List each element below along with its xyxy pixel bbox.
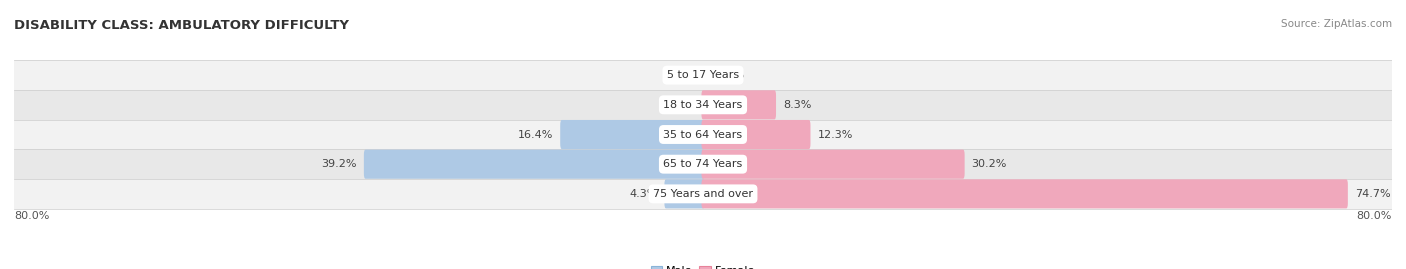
Text: 80.0%: 80.0% <box>14 211 49 221</box>
Text: 35 to 64 Years: 35 to 64 Years <box>664 129 742 140</box>
Text: DISABILITY CLASS: AMBULATORY DIFFICULTY: DISABILITY CLASS: AMBULATORY DIFFICULTY <box>14 19 349 32</box>
Bar <box>14 60 1392 90</box>
Text: 65 to 74 Years: 65 to 74 Years <box>664 159 742 169</box>
Text: 5 to 17 Years: 5 to 17 Years <box>666 70 740 80</box>
Text: 12.3%: 12.3% <box>817 129 853 140</box>
Text: 39.2%: 39.2% <box>322 159 357 169</box>
FancyBboxPatch shape <box>702 179 1348 208</box>
Text: 16.4%: 16.4% <box>517 129 553 140</box>
Text: Source: ZipAtlas.com: Source: ZipAtlas.com <box>1281 19 1392 29</box>
FancyBboxPatch shape <box>364 150 704 179</box>
Bar <box>14 179 1392 209</box>
Bar <box>14 149 1392 179</box>
Text: 30.2%: 30.2% <box>972 159 1007 169</box>
Text: 75 Years and over: 75 Years and over <box>652 189 754 199</box>
FancyBboxPatch shape <box>665 179 704 208</box>
Bar <box>14 120 1392 149</box>
Text: 0.0%: 0.0% <box>716 70 744 80</box>
Text: 0.0%: 0.0% <box>662 70 690 80</box>
Text: 18 to 34 Years: 18 to 34 Years <box>664 100 742 110</box>
FancyBboxPatch shape <box>702 90 776 119</box>
Text: 74.7%: 74.7% <box>1355 189 1391 199</box>
Text: 80.0%: 80.0% <box>1357 211 1392 221</box>
FancyBboxPatch shape <box>702 150 965 179</box>
FancyBboxPatch shape <box>702 120 810 149</box>
Text: 4.3%: 4.3% <box>628 189 658 199</box>
FancyBboxPatch shape <box>560 120 704 149</box>
Legend: Male, Female: Male, Female <box>647 261 759 269</box>
Text: 0.0%: 0.0% <box>662 100 690 110</box>
Text: 8.3%: 8.3% <box>783 100 811 110</box>
Bar <box>14 90 1392 120</box>
